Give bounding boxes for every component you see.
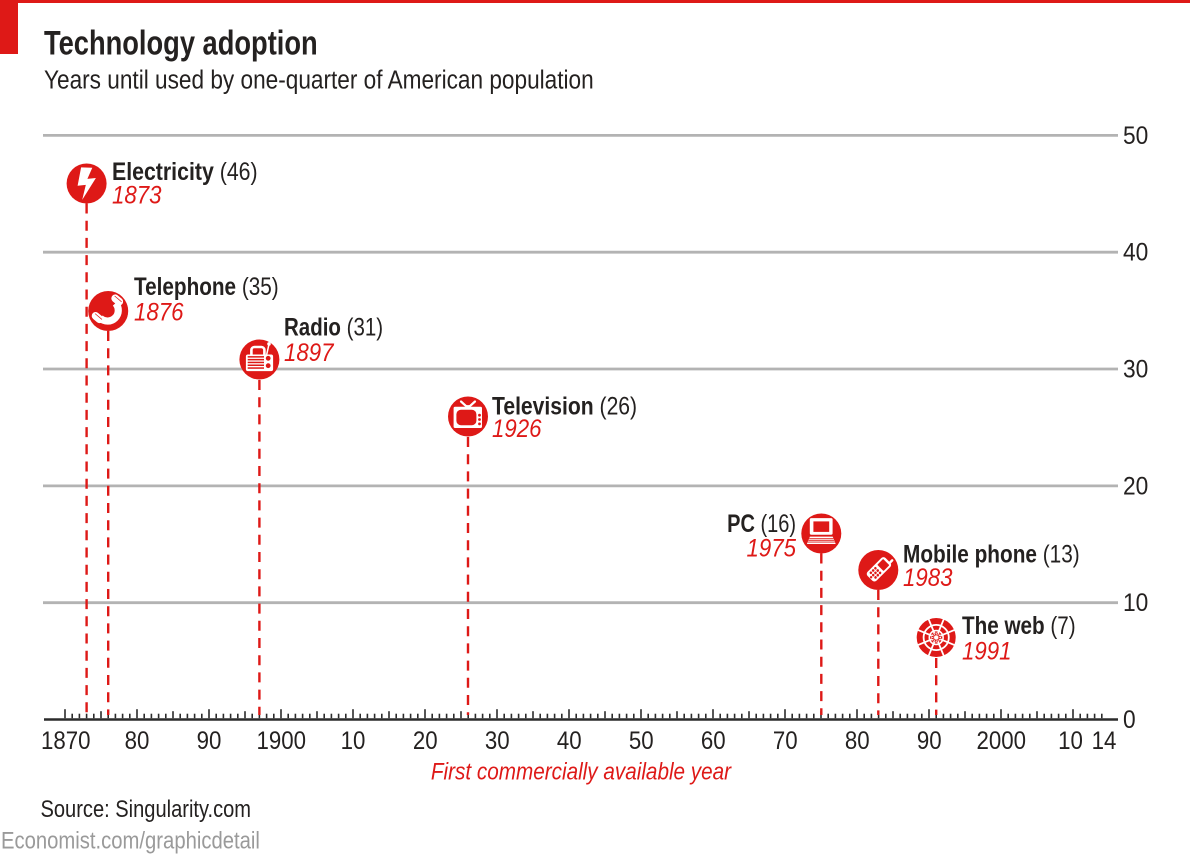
svg-text:20: 20 — [1123, 472, 1148, 500]
svg-text:1983: 1983 — [903, 565, 952, 592]
svg-text:90: 90 — [917, 728, 942, 755]
svg-text:Television (26): Television (26) — [492, 392, 637, 420]
svg-text:80: 80 — [845, 728, 870, 755]
svg-text:Years until used by one-quarte: Years until used by one-quarter of Ameri… — [44, 66, 594, 95]
svg-text:First commercially available y: First commercially available year — [431, 757, 732, 785]
svg-text:40: 40 — [557, 728, 582, 755]
svg-text:1876: 1876 — [134, 299, 184, 326]
svg-text:0: 0 — [1123, 706, 1136, 734]
svg-text:50: 50 — [629, 728, 654, 755]
svg-text:Source: Singularity.com: Source: Singularity.com — [41, 795, 252, 822]
svg-text:70: 70 — [773, 728, 798, 755]
svg-text:10: 10 — [341, 728, 366, 755]
svg-text:90: 90 — [197, 728, 222, 755]
svg-text:1900: 1900 — [257, 728, 306, 755]
svg-text:50: 50 — [1123, 122, 1148, 150]
svg-text:1926: 1926 — [492, 416, 542, 443]
svg-text:80: 80 — [125, 728, 150, 755]
svg-text:Radio (31): Radio (31) — [284, 313, 383, 341]
svg-text:PC (16): PC (16) — [727, 510, 796, 538]
svg-text:1873: 1873 — [112, 182, 161, 209]
svg-text:Economist.com/graphicdetail: Economist.com/graphicdetail — [1, 827, 260, 854]
svg-text:10: 10 — [1123, 589, 1148, 617]
svg-text:30: 30 — [1123, 356, 1148, 384]
svg-text:1897: 1897 — [284, 340, 334, 367]
svg-text:2000: 2000 — [976, 728, 1025, 755]
svg-text:1991: 1991 — [962, 638, 1011, 665]
svg-text:30: 30 — [485, 728, 510, 755]
svg-text:14: 14 — [1092, 728, 1117, 755]
svg-text:Electricity (46): Electricity (46) — [112, 157, 258, 185]
svg-text:1870: 1870 — [41, 728, 90, 755]
svg-text:Technology adoption: Technology adoption — [44, 23, 318, 62]
svg-text:60: 60 — [701, 728, 726, 755]
svg-text:Telephone (35): Telephone (35) — [134, 272, 279, 300]
svg-text:1975: 1975 — [747, 535, 797, 562]
svg-text:Mobile phone (13): Mobile phone (13) — [903, 540, 1080, 568]
svg-text:10: 10 — [1058, 728, 1083, 755]
svg-text:The web (7): The web (7) — [962, 611, 1076, 639]
svg-text:40: 40 — [1123, 239, 1148, 267]
svg-text:20: 20 — [413, 728, 438, 755]
